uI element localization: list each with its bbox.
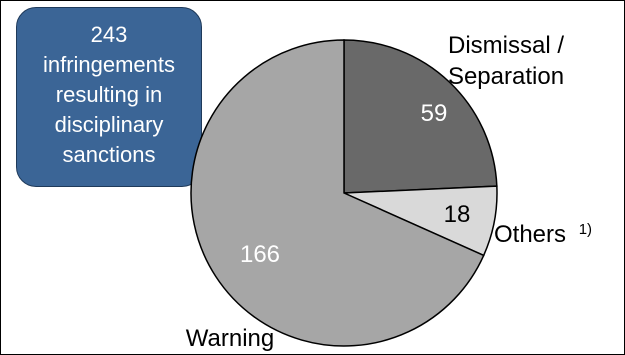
callout-line: 243 [90,22,128,47]
callout-line: infringements [42,52,176,77]
callout-line: resulting in [55,82,163,107]
slice-label-others: Others 1) [494,221,592,248]
slice-value-warning: 166 [240,241,280,268]
slice-value-others: 18 [444,201,471,228]
slice-label-others-footnote: 1) [579,221,592,238]
slice-label-dismissal-line1: Dismissal / [448,32,564,59]
slice-label-warning: Warning [186,325,274,352]
pie-slice-warning [190,39,485,347]
callout-line: sanctions [62,142,156,167]
slice-label-dismissal-line2: Separation [448,63,564,90]
slice-label-others-text: Others [494,221,566,248]
pie-slices [190,39,498,347]
callout-line: disciplinary [54,112,164,137]
pie-slice-dismissal [343,39,498,194]
slice-value-dismissal: 59 [421,100,448,127]
total-callout: 243 infringements resulting in disciplin… [16,7,202,187]
